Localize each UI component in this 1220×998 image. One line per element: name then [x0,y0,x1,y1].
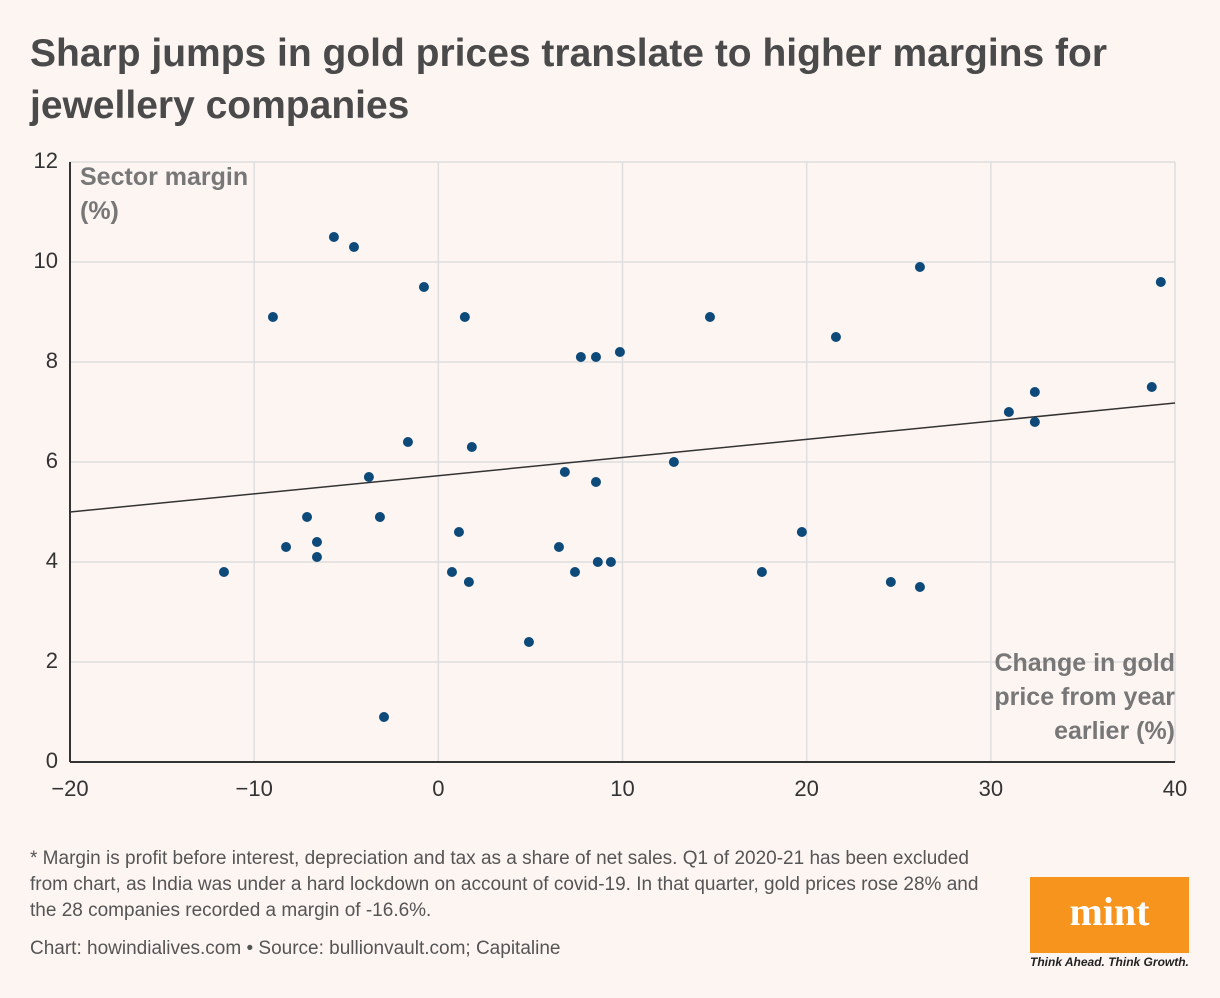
x-tick-label: 20 [794,776,818,801]
y-tick-label: 4 [46,548,58,573]
source: Chart: howindialives.com • Source: bulli… [30,938,561,959]
point [614,347,625,357]
point [379,712,390,722]
x-tick-label: 0 [432,776,444,801]
logo: mint [1030,877,1189,953]
point [363,472,374,482]
point [553,542,564,552]
footnote: * Margin is profit before interest, depr… [30,848,979,921]
x-tick-label: −20 [51,776,88,801]
point [418,282,429,292]
point [1029,387,1040,397]
logo-tagline: Think Ahead. Think Growth. [1030,955,1189,969]
point [830,332,841,342]
point [704,312,715,322]
point [374,512,385,522]
point [466,442,477,452]
point [590,352,601,362]
x-axis-label: Change in gold price from year earlier (… [994,649,1175,745]
point [1029,417,1040,427]
point [605,557,616,567]
point [463,577,474,587]
point [1146,382,1157,392]
point [311,537,322,547]
point [559,467,570,477]
point [796,527,807,537]
point [348,242,359,252]
trend-line [69,402,1176,513]
point [914,262,925,272]
point [756,567,767,577]
point [328,232,339,242]
point [302,512,313,522]
y-axis-label: Sector margin (%) [80,163,249,225]
point [590,477,601,487]
point [914,582,925,592]
x-tick-label: −10 [236,776,273,801]
point [592,557,603,567]
y-tick-label: 6 [46,448,58,473]
chart-title: Sharp jumps in gold prices translate to … [30,32,1108,127]
point [459,312,470,322]
point [446,567,457,577]
point [885,577,896,587]
point [523,637,534,647]
point [218,567,229,577]
point [575,352,586,362]
point [569,567,580,577]
y-tick-label: 2 [46,648,58,673]
y-tick-label: 12 [34,148,58,173]
point [1003,407,1014,417]
x-tick-label: 10 [610,776,634,801]
point [281,542,292,552]
x-tick-label: 40 [1163,776,1187,801]
y-tick-label: 8 [46,348,58,373]
point [1155,277,1166,287]
point [668,457,679,467]
point [311,552,322,562]
y-tick-label: 0 [46,748,58,773]
point [453,527,464,537]
point [267,312,278,322]
point [402,437,413,447]
x-tick-label: 30 [979,776,1003,801]
y-tick-label: 10 [34,248,58,273]
